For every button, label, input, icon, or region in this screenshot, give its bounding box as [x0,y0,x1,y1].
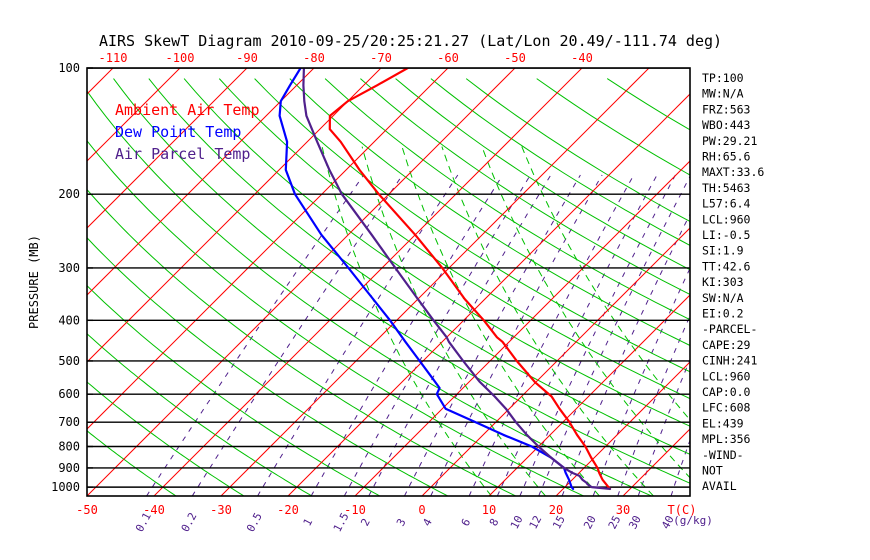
parameter-rh656: RH:65.6 [702,150,751,164]
parameter-l5764: L57:6.4 [702,197,751,211]
temp-tick-bottom-0: 0 [418,503,425,517]
temp-tick-top--100: -100 [166,51,195,65]
temp-tick-bottom--20: -20 [277,503,299,517]
pressure-tick-400: 400 [58,313,80,327]
pressure-tick-100: 100 [58,61,80,75]
parameter-not: NOT [702,464,723,478]
temp-tick-top--40: -40 [571,51,593,65]
parameter-lcl960: LCL:960 [702,212,751,226]
parameter-lfc608: LFC:608 [702,401,751,415]
pressure-tick-1000: 1000 [51,480,80,494]
parameter-maxt336: MAXT:33.6 [702,165,764,179]
parameter-cape29: CAPE:29 [702,338,751,352]
mixing-ratio-tick-2: 2 [358,516,373,528]
pressure-tick-500: 500 [58,354,80,368]
profile-ambient [328,68,612,490]
temp-tick-bottom--50: -50 [76,503,98,517]
pressure-tick-900: 900 [58,461,80,475]
isotherm-lines [87,68,690,496]
mixing-ratio-tick-40: 40 [659,513,677,531]
temp-tick-bottom-20: 20 [549,503,563,517]
parameter-el439: EL:439 [702,416,744,430]
legend-item-2: Air Parcel Temp [115,145,250,163]
parameter-swna: SW:N/A [702,291,744,305]
legend-item-0: Ambient Air Temp [115,101,260,119]
pressure-tick-600: 600 [58,387,80,401]
mixing-ratio-tick-3: 3 [394,516,409,528]
temp-tick-top--90: -90 [236,51,258,65]
isobar-lines [87,68,690,488]
parameter-avail: AVAIL [702,479,737,493]
legend-item-1: Dew Point Temp [115,123,241,141]
parameter-ei02: EI:0.2 [702,307,744,321]
mixing-ratio-tick-0.2: 0.2 [179,510,200,534]
profile-curves [278,68,612,490]
mixing-ratio-lines [146,174,690,496]
parameter-mpl356: MPL:356 [702,432,751,446]
temp-tick-bottom--30: -30 [210,503,232,517]
chart-title: AIRS SkewT Diagram 2010-09-25/20:25:21.2… [99,32,722,50]
plot-frame [86,67,691,497]
parameter-li-05: LI:-0.5 [702,228,750,242]
parameter-cap00: CAP:0.0 [702,385,751,399]
parameter-wbo443: WBO:443 [702,118,751,132]
temp-tick-top--70: -70 [370,51,392,65]
profile-parcel [302,68,612,490]
pressure-tick-200: 200 [58,187,80,201]
parameter-si19: SI:1.9 [702,244,744,258]
parameter-cinh241: CINH:241 [702,354,757,368]
pressure-tick-800: 800 [58,440,80,454]
parameter-lcl960: LCL:960 [702,369,751,383]
mixing-ratio-tick-20: 20 [581,513,599,531]
parameter-mwna: MW:N/A [702,87,744,101]
temp-tick-top--50: -50 [504,51,526,65]
y-axis-label: PRESSURE (MB) [27,235,41,329]
mixing-ratio-tick-4: 4 [420,516,435,528]
parameter--parcel-: -PARCEL- [702,322,757,336]
parameter-tp100: TP:100 [702,71,744,85]
temp-tick-top--60: -60 [437,51,459,65]
mixing-ratio-tick-1: 1 [301,516,316,528]
axis-tick-labels: 1002003004005006007008009001000PRESSURE … [27,51,696,517]
mixing-ratio-units-label: (g/kg) [673,514,713,527]
parameter-frz563: FRZ:563 [702,102,751,116]
mixing-ratio-tick-labels: 0.1 0.2 0.5 1 1.5 2 3 4 6 8 10 12 15 20 25 30 40(g/kg) [133,510,713,534]
chart-title-text: AIRS SkewT Diagram 2010-09-25/20:25:21.2… [99,32,722,50]
mixing-ratio-tick-30: 30 [626,513,644,531]
parameter-th5463: TH:5463 [702,181,751,195]
temp-tick-bottom-30: 30 [616,503,630,517]
mixing-ratio-tick-6: 6 [459,516,474,528]
pressure-tick-700: 700 [58,415,80,429]
mixing-ratio-tick-12: 12 [527,513,545,531]
mixing-ratio-tick-0.5: 0.5 [244,511,265,535]
temp-tick-bottom-10: 10 [482,503,496,517]
legend: Ambient Air Temp Dew Point Temp Air Parcel… [115,101,260,163]
mixing-ratio-tick-15: 15 [550,513,568,531]
parameter-pw2921: PW:29.21 [702,134,757,148]
mixing-ratio-tick-10: 10 [508,513,526,531]
pressure-tick-300: 300 [58,261,80,275]
parameter-ki303: KI:303 [702,275,744,289]
temp-tick-top--110: -110 [99,51,128,65]
parameter-tt426: TT:42.6 [702,259,751,273]
temp-tick-top--80: -80 [303,51,325,65]
temp-tick-bottom--40: -40 [143,503,165,517]
temp-tick-bottom--10: -10 [344,503,366,517]
mixing-ratio-tick-25: 25 [606,513,624,531]
parameter--wind-: -WIND- [702,448,744,462]
mixing-ratio-tick-8: 8 [487,516,502,528]
x-axis-label-temp: T(C) [668,503,697,517]
